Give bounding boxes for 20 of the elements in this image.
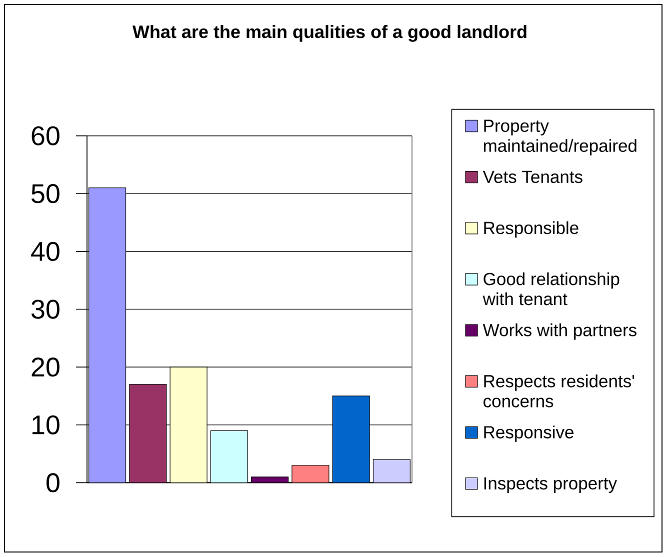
y-tick-label: 30 [31,300,60,319]
y-tick-label: 0 [46,473,60,492]
legend-label: Good relationship with tenant [482,272,620,306]
legend-label: Property maintained/repaired [484,120,636,156]
legend-label: Vets Tenants [482,170,582,184]
bar [210,430,248,483]
y-tick-label: 10 [32,415,60,434]
legend-label: Inspects property [484,477,617,493]
y-tick-label: 60 [32,126,60,146]
legend-label: Responsible [484,221,578,238]
legend-label: Works with partners [482,323,636,340]
y-tick-label: 40 [31,242,60,262]
y-tick-label: 50 [32,184,60,204]
chart-title: What are the main qualities of a good landlord [132,24,526,42]
bar [332,396,370,483]
bar [251,476,289,483]
legend-label: Respects residents' concerns [484,374,634,408]
y-tick-label: 20 [32,358,60,377]
legend-label: Responsive [484,426,574,442]
bar [129,384,167,483]
